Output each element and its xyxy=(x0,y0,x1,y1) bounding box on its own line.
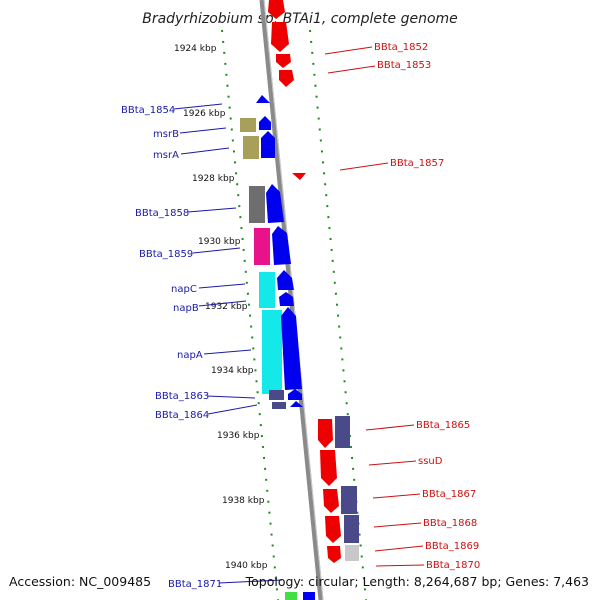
cog-box-bbta-1867 xyxy=(341,486,357,514)
gene-label-bbta-1858[interactable]: BBta_1858 xyxy=(135,208,189,219)
gene-label-msrB[interactable]: msrB xyxy=(153,129,179,140)
left-gene-labels: BBta_1854 msrB msrA BBta_1858 BBta_1859 … xyxy=(121,103,283,590)
gene-label-bbta-1854[interactable]: BBta_1854 xyxy=(121,105,175,116)
gene-arrow-bbta-1867 xyxy=(323,489,339,513)
gene-label-napA[interactable]: napA xyxy=(177,350,203,361)
cog-box-bbta-1869 xyxy=(345,545,359,561)
leader-line xyxy=(206,395,256,399)
cog-box-napC xyxy=(259,272,275,308)
gene-label-bbta-1863[interactable]: BBta_1863 xyxy=(155,391,209,402)
kbp-label-1928: 1928 kbp xyxy=(192,174,235,184)
gene-label-bbta-1871[interactable]: BBta_1871 xyxy=(168,579,222,590)
topology-text: Topology: circular; Length: 8,264,687 bp… xyxy=(245,574,589,589)
map-title: Bradyrhizobium sp. BTAi1, complete genom… xyxy=(142,11,458,27)
reverse-strand-features xyxy=(240,95,315,600)
gene-label-msrA[interactable]: msrA xyxy=(153,150,179,161)
leader-line xyxy=(180,147,230,155)
kbp-label-1940: 1940 kbp xyxy=(225,561,268,571)
kbp-label-1932: 1932 kbp xyxy=(205,302,248,312)
gene-arrow-bbta-1858 xyxy=(266,184,284,223)
gene-arrow-msrA xyxy=(261,131,275,158)
gene-label-ssuD[interactable]: ssuD xyxy=(418,456,443,467)
cog-box-msrA xyxy=(243,136,259,159)
cog-box-bbta-1865 xyxy=(335,416,350,448)
right-dotted-track xyxy=(309,29,367,600)
cog-box-bbta-1868 xyxy=(344,515,359,543)
leader-line xyxy=(375,564,425,567)
kbp-label-1938: 1938 kbp xyxy=(222,496,265,506)
gene-label-bbta-1865[interactable]: BBta_1865 xyxy=(416,420,470,431)
kbp-label-1924: 1924 kbp xyxy=(174,44,217,54)
leader-line xyxy=(339,162,389,171)
gene-label-bbta-1870[interactable]: BBta_1870 xyxy=(426,560,480,571)
gene-label-napC[interactable]: napC xyxy=(171,284,197,295)
gene-arrow-bbta-1865 xyxy=(318,419,333,448)
gene-label-bbta-1852[interactable]: BBta_1852 xyxy=(374,42,428,53)
leader-line xyxy=(368,460,417,466)
left-dotted-track xyxy=(221,29,279,600)
gene-arrow-bbta-1869 xyxy=(327,546,341,563)
leader-line xyxy=(373,522,422,528)
leader-line xyxy=(374,545,424,552)
gene-arrow-bbta-1864 xyxy=(290,401,303,407)
cog-box-msrB xyxy=(240,118,256,132)
leader-line xyxy=(198,300,247,307)
leader-line xyxy=(179,127,227,134)
leader-line xyxy=(327,65,376,74)
gene-arrow-ssuD xyxy=(320,450,337,486)
kbp-label-1936: 1936 kbp xyxy=(217,431,260,441)
leader-line xyxy=(324,46,373,55)
gene-arrow-bbta-1853b xyxy=(279,70,294,87)
gene-arrow-bbta-1851 xyxy=(268,0,285,19)
gene-arrow-napB xyxy=(279,292,294,306)
right-gene-labels: BBta_1852 BBta_1853 BBta_1857 BBta_1865 … xyxy=(324,42,480,571)
gene-arrow-napC xyxy=(277,270,294,290)
gene-arrow-bbta-1854 xyxy=(256,95,270,103)
gene-label-bbta-1867[interactable]: BBta_1867 xyxy=(422,489,476,500)
gene-arrow-bbta-1857 xyxy=(292,173,306,180)
gene-arrow-bbta-1853a xyxy=(276,54,291,68)
leader-line xyxy=(203,349,252,355)
leader-line xyxy=(198,283,246,289)
gene-arrow-bbta-1859 xyxy=(272,226,291,265)
gene-label-bbta-1869[interactable]: BBta_1869 xyxy=(425,541,479,552)
cog-box-napA xyxy=(262,310,282,394)
kbp-scale: 1924 kbp 1926 kbp 1928 kbp 1930 kbp 1932… xyxy=(174,44,268,571)
gene-arrow-napA xyxy=(281,307,302,390)
gene-label-bbta-1868[interactable]: BBta_1868 xyxy=(423,518,477,529)
gene-label-bbta-1857[interactable]: BBta_1857 xyxy=(390,158,444,169)
leader-line xyxy=(187,207,237,213)
leader-line xyxy=(173,103,223,110)
forward-strand-features xyxy=(268,0,359,563)
gene-arrow-bbta-1871 xyxy=(303,592,315,600)
kbp-label-1930: 1930 kbp xyxy=(198,237,241,247)
leader-line xyxy=(218,579,283,584)
accession-text: Accession: NC_009485 xyxy=(9,574,151,589)
leader-line xyxy=(372,493,421,499)
gene-arrow-bbta-1852 xyxy=(271,22,289,52)
backbone-highlight xyxy=(263,0,324,600)
gene-arrow-bbta-1863 xyxy=(288,389,302,400)
kbp-label-1926: 1926 kbp xyxy=(183,109,226,119)
gene-arrow-msrB xyxy=(259,116,271,130)
gene-label-bbta-1859[interactable]: BBta_1859 xyxy=(139,249,193,260)
gene-arrow-bbta-1868 xyxy=(325,516,341,543)
gene-label-bbta-1853[interactable]: BBta_1853 xyxy=(377,60,431,71)
cog-box-bbta-1858 xyxy=(249,186,265,223)
cog-box-bbta-1864 xyxy=(272,402,286,409)
cog-box-bbta-1859 xyxy=(254,228,270,265)
leader-line xyxy=(192,247,241,254)
leader-line xyxy=(365,424,415,431)
gene-label-bbta-1864[interactable]: BBta_1864 xyxy=(155,410,209,421)
leader-line xyxy=(207,404,258,415)
cog-box-bbta-1871 xyxy=(285,592,297,600)
cog-box-bbta-1863 xyxy=(269,390,284,400)
kbp-label-1934: 1934 kbp xyxy=(211,366,254,376)
gene-label-napB[interactable]: napB xyxy=(173,303,199,314)
